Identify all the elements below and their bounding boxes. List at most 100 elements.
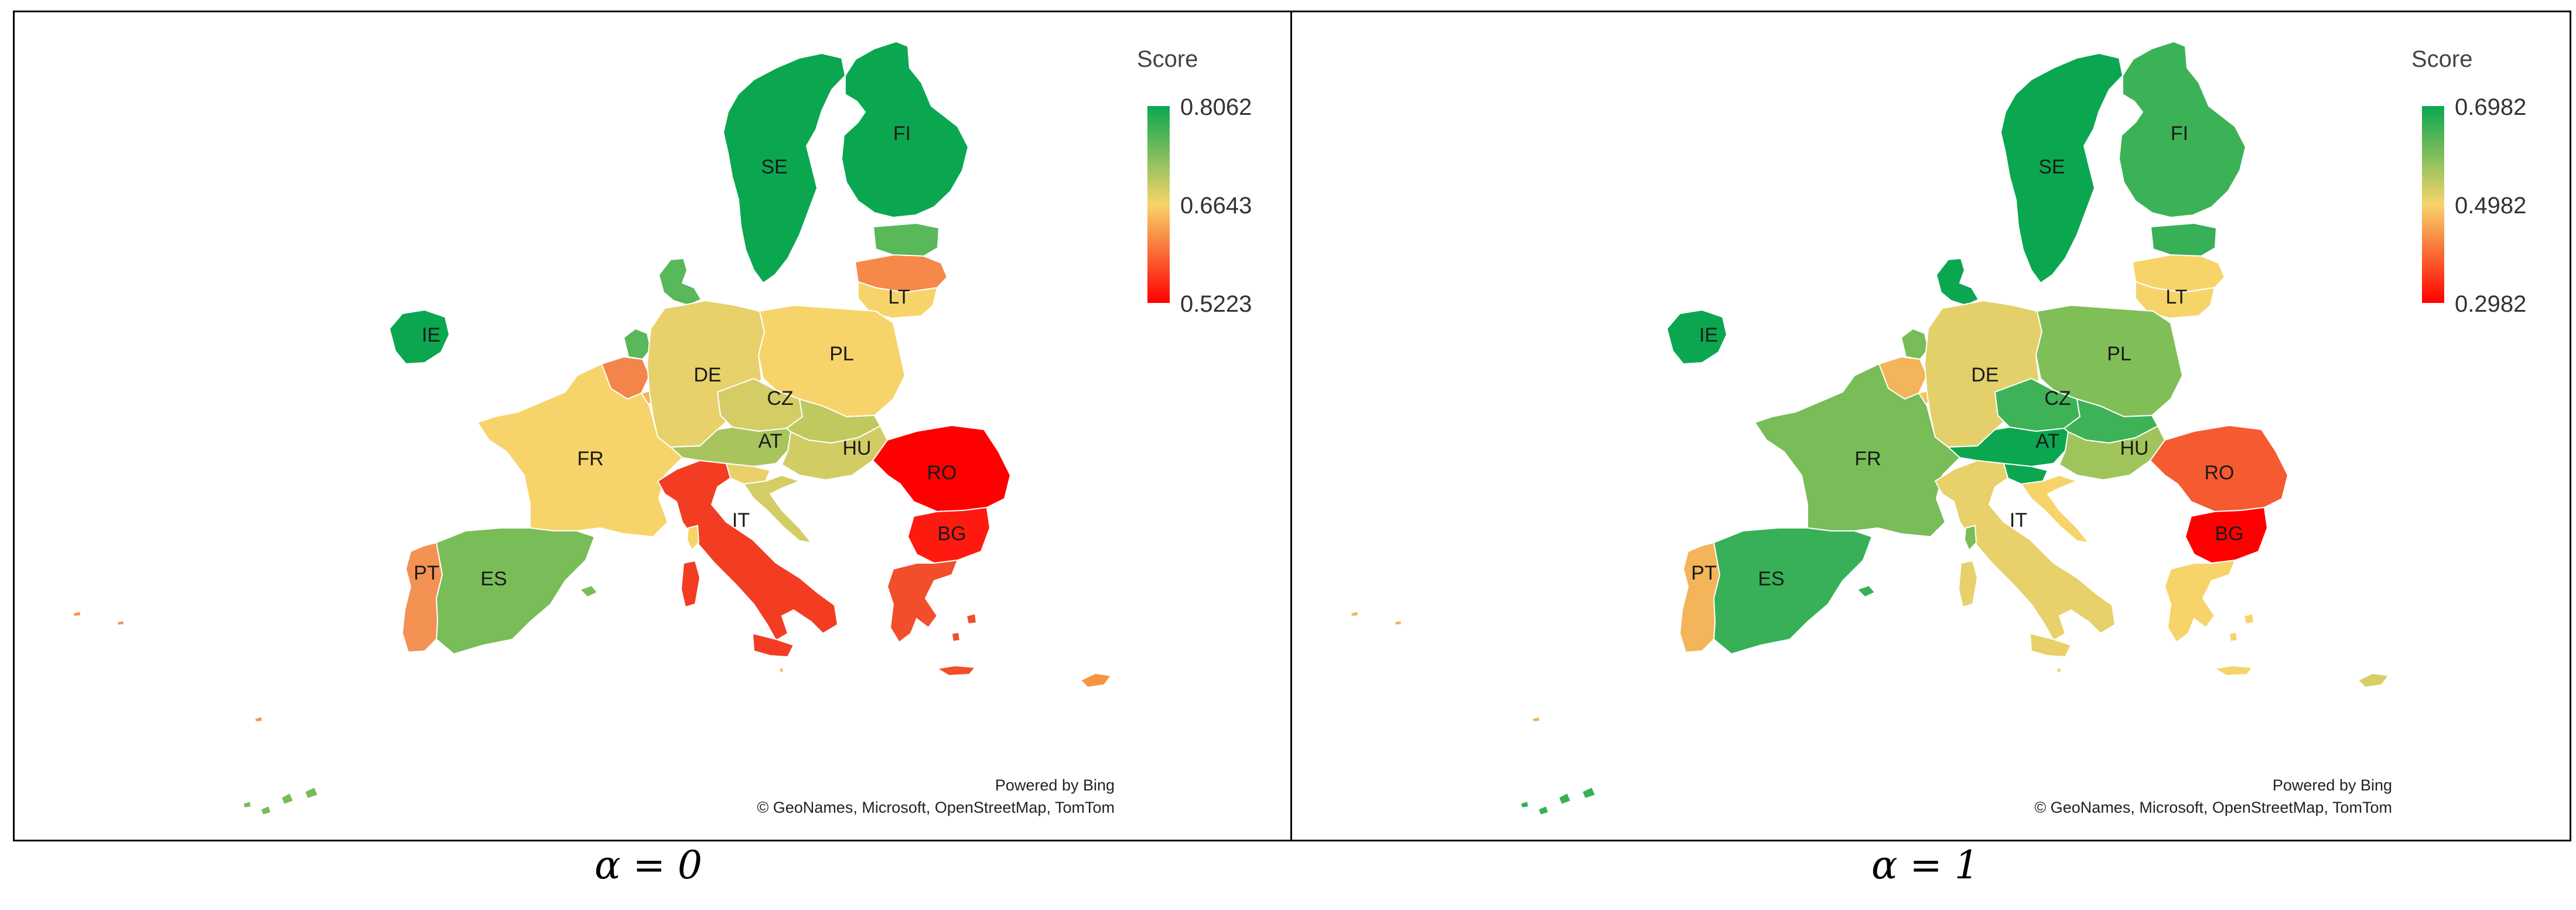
country-pt [1350, 610, 1359, 618]
country-gr [886, 559, 959, 643]
country-gr [951, 631, 961, 643]
country-nl [623, 328, 652, 360]
country-es [435, 527, 596, 655]
country-label-bg: BG [2215, 523, 2243, 545]
legend-color-scale [2422, 106, 2444, 303]
country-es [280, 792, 295, 806]
legend-title: Score [2411, 46, 2473, 72]
country-es [1581, 786, 1597, 800]
country-it [680, 560, 701, 608]
country-lt [2135, 281, 2216, 319]
country-label-bg: BG [937, 523, 966, 545]
country-label-ie: IE [1699, 324, 1718, 346]
country-it [751, 632, 795, 658]
country-pt [1393, 619, 1403, 626]
map-credit: Powered by Bing © GeoNames, Microsoft, O… [757, 774, 1115, 819]
caption-alpha-1: α = 1 [1871, 843, 1979, 888]
country-es [1557, 792, 1572, 806]
country-es [1537, 805, 1550, 816]
legend-title: Score [1137, 46, 1198, 72]
country-bg [907, 506, 991, 564]
country-gr [965, 612, 978, 625]
legend-color-scale [1147, 106, 1170, 303]
country-label-es: ES [1758, 568, 1784, 590]
caption-alpha-0: α = 0 [595, 843, 702, 888]
country-pt [254, 715, 264, 723]
country-se [722, 52, 846, 284]
legend-max-value: 0.6982 [2455, 94, 2527, 120]
map-panel-alpha-0: SE FI LT IE DE PL CZ AT HU FR ES PT IT RO BG Score 0.8… [15, 12, 1290, 840]
country-pt [116, 619, 125, 626]
country-hr [743, 474, 813, 544]
legend-min-value: 0.2982 [2455, 291, 2527, 317]
legend-max-value: 0.8062 [1180, 94, 1252, 120]
map-panel-alpha-1: SE FI LT IE DE PL CZ AT HU FR ES PT IT RO BG Score 0.6… [1292, 12, 2568, 840]
country-label-de: DE [693, 364, 721, 386]
powered-by-bing: Powered by Bing [2272, 776, 2392, 794]
country-es [579, 584, 599, 598]
country-fr [1963, 524, 1977, 551]
country-gr [2164, 559, 2236, 643]
country-mt [2055, 666, 2062, 674]
country-ee [2150, 222, 2218, 257]
country-label-ro: RO [927, 462, 957, 484]
country-pt [1531, 715, 1541, 723]
figure-frame [13, 11, 2571, 841]
country-nl [1900, 328, 1929, 360]
country-label-pl: PL [2107, 343, 2131, 365]
country-gr [2228, 631, 2239, 643]
country-label-it: IT [2010, 509, 2027, 531]
country-gr [2243, 612, 2255, 625]
country-label-lt: LT [2165, 286, 2187, 308]
legend-mid-value: 0.6643 [1180, 193, 1252, 219]
panel-divider [1290, 11, 1292, 841]
country-fr [476, 363, 684, 538]
country-it [1934, 459, 2116, 642]
country-label-ro: RO [2205, 462, 2235, 484]
country-es [1519, 800, 1530, 809]
country-label-fi: FI [893, 122, 911, 145]
country-label-at: AT [759, 430, 783, 452]
country-es [1856, 584, 1876, 598]
country-dk [658, 257, 702, 306]
country-it [1957, 560, 1979, 608]
country-cy [1079, 672, 1112, 689]
country-label-hu: HU [842, 437, 871, 459]
country-label-lt: LT [888, 286, 910, 308]
country-label-cz: CZ [767, 387, 793, 410]
attribution: © GeoNames, Microsoft, OpenStreetMap, To… [2034, 799, 2392, 816]
country-label-at: AT [2036, 430, 2060, 452]
attribution: © GeoNames, Microsoft, OpenStreetMap, To… [757, 799, 1115, 816]
country-gr [2213, 664, 2254, 677]
country-dk [1935, 257, 1980, 306]
country-label-fr: FR [1854, 448, 1881, 470]
country-es [303, 786, 319, 800]
country-gr [935, 664, 976, 677]
country-es [259, 805, 272, 816]
powered-by-bing: Powered by Bing [995, 776, 1115, 794]
country-es [1713, 527, 1873, 655]
country-ee [872, 222, 940, 257]
country-pt [1679, 541, 1721, 653]
country-lt [857, 281, 938, 319]
country-pt [72, 610, 82, 618]
country-fi [2118, 40, 2247, 219]
country-se [2000, 52, 2124, 284]
map-credit: Powered by Bing © GeoNames, Microsoft, O… [2034, 774, 2392, 819]
country-ie [1666, 309, 1728, 365]
country-fr [686, 524, 700, 551]
country-hr [2020, 474, 2090, 544]
country-label-pt: PT [1691, 562, 1716, 584]
legend-min-value: 0.5223 [1180, 291, 1252, 317]
country-pt [401, 541, 443, 653]
map-svg: SE FI LT IE DE PL CZ AT HU FR ES PT IT RO BG [72, 40, 1112, 816]
country-bg [2184, 506, 2268, 564]
country-label-ie: IE [422, 324, 440, 346]
country-label-cz: CZ [2044, 387, 2071, 410]
country-label-hu: HU [2120, 437, 2148, 459]
country-fr [1754, 363, 1961, 538]
country-label-fr: FR [577, 448, 603, 470]
country-fi [841, 40, 969, 219]
country-label-fi: FI [2171, 122, 2188, 145]
country-es [242, 800, 252, 809]
